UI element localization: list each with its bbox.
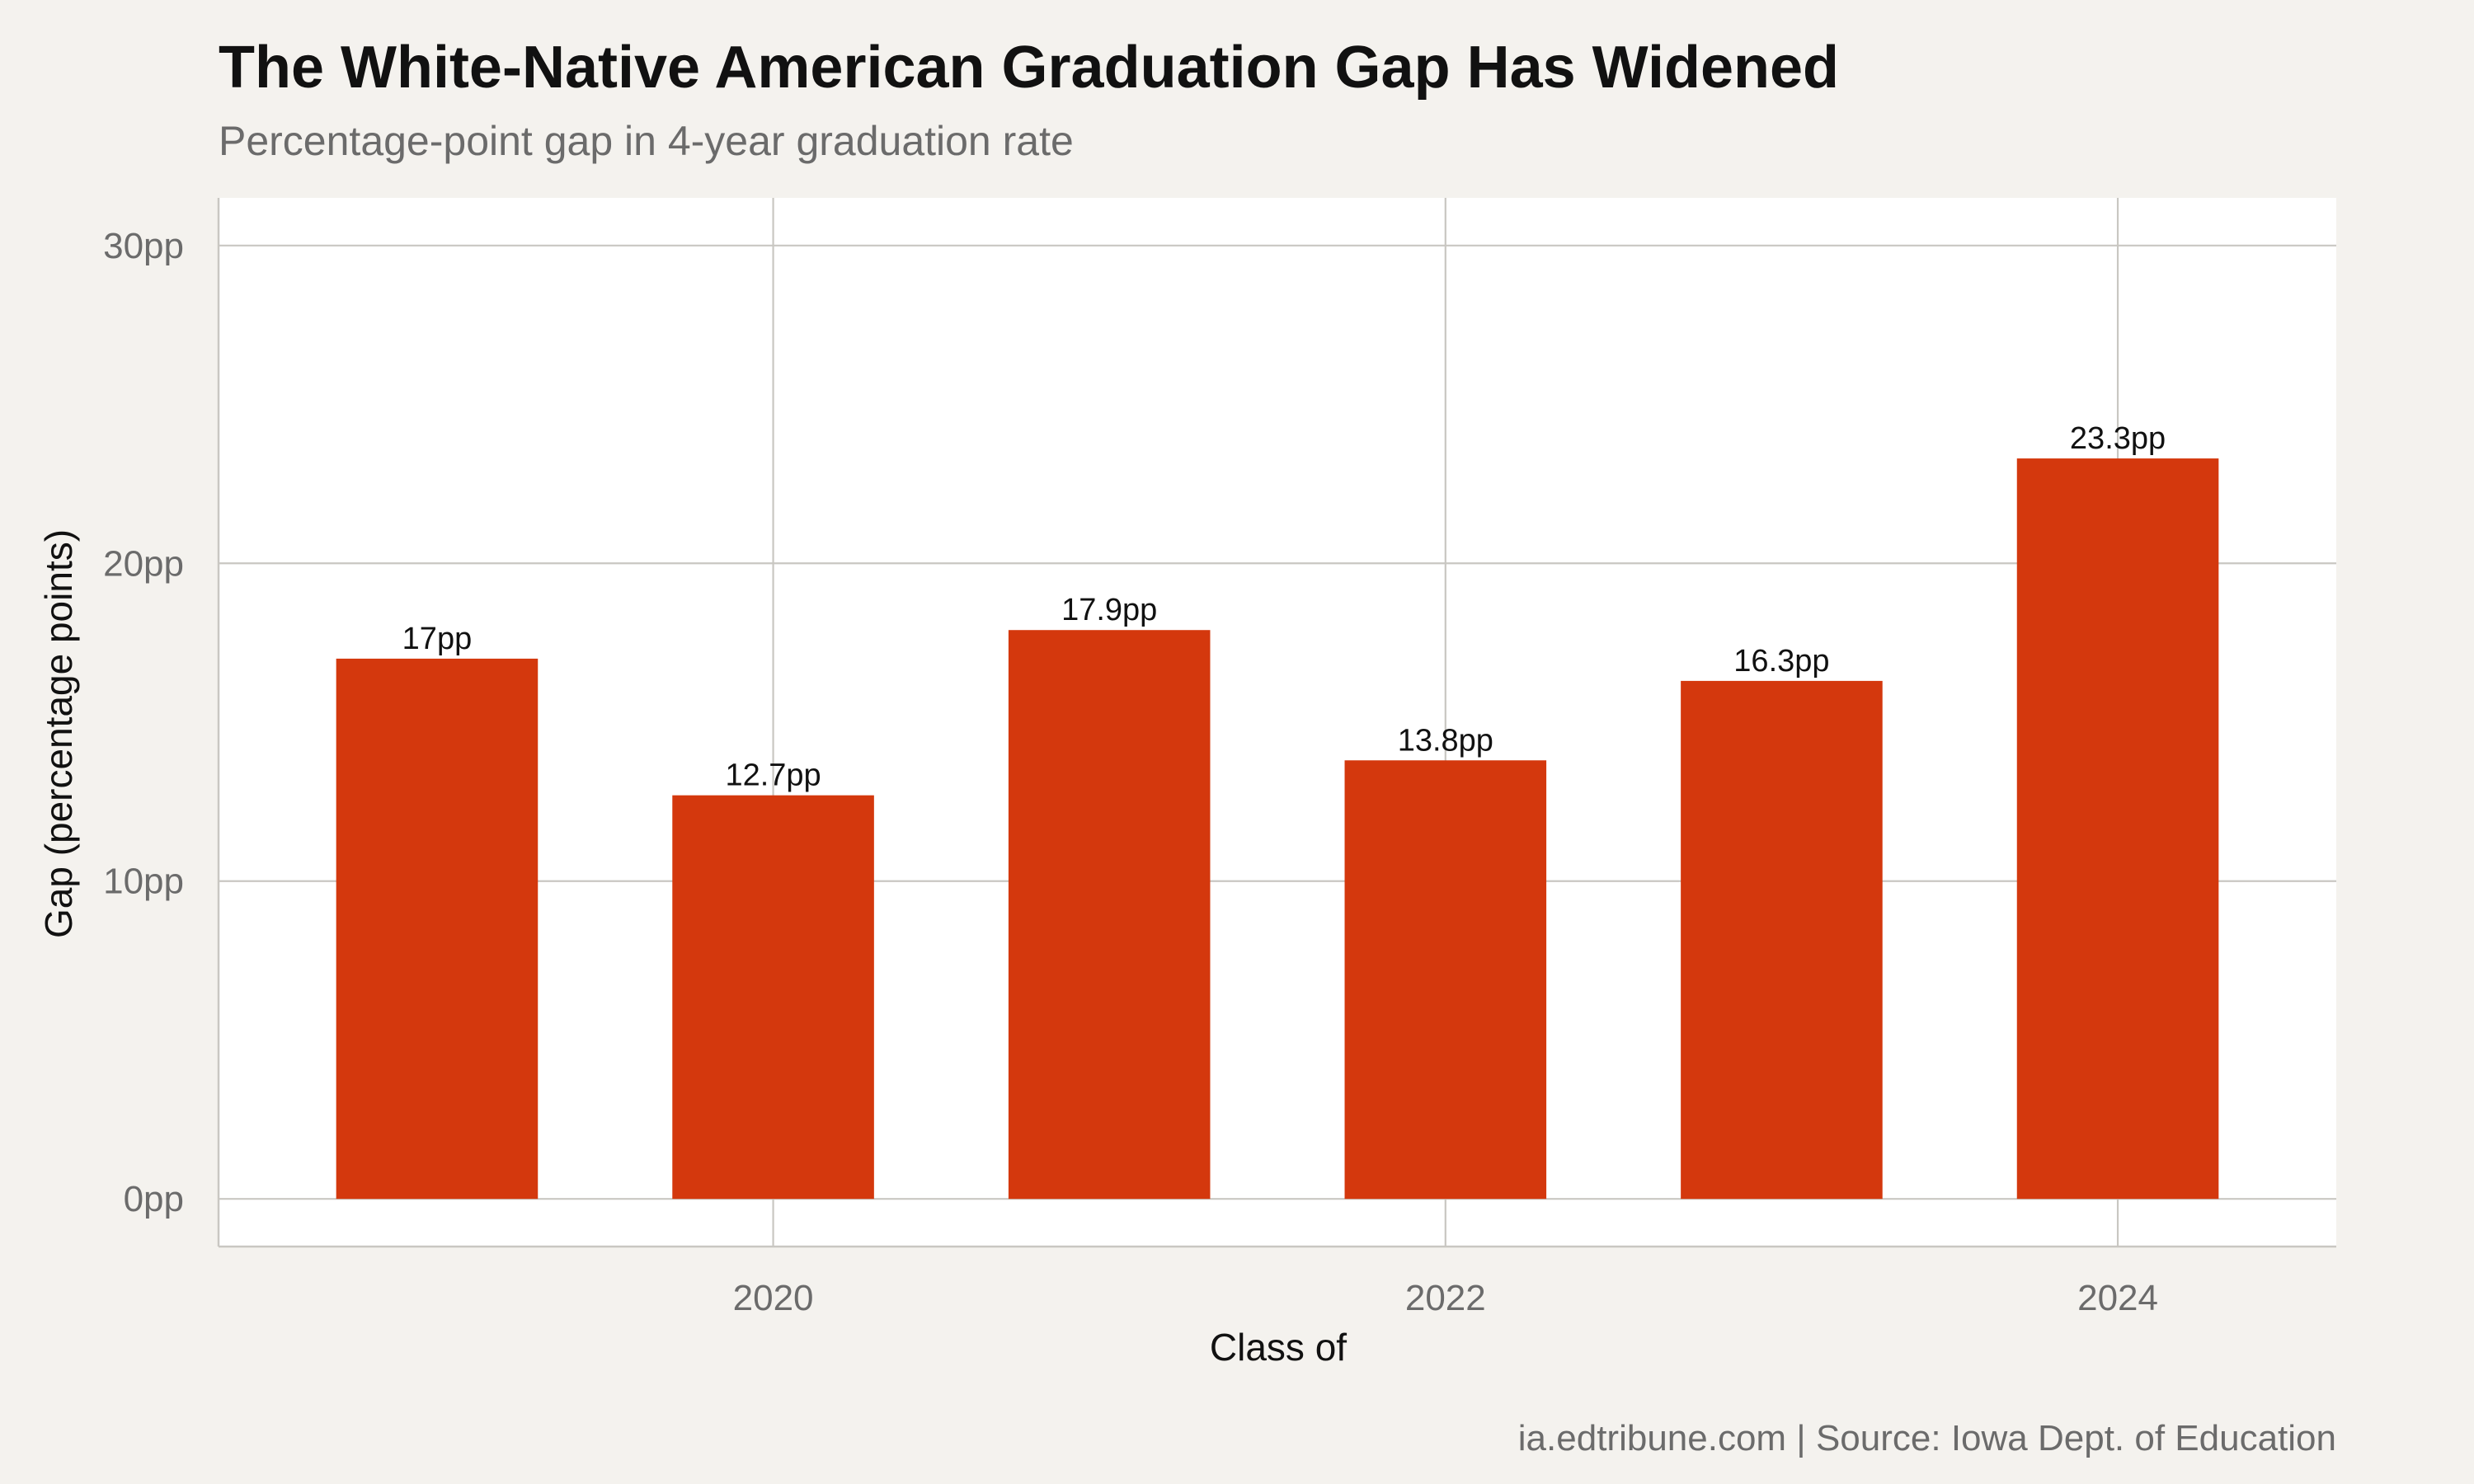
value-label-2022: 13.8pp (1398, 723, 1493, 758)
chart-caption: ia.edtribune.com | Source: Iowa Dept. of… (1518, 1418, 2336, 1458)
value-label-2024: 23.3pp (2070, 421, 2166, 456)
y-tick-labels: 0pp 10pp 20pp 30pp (103, 226, 184, 1219)
x-axis-title: Class of (1210, 1326, 1347, 1369)
value-label-2019: 17pp (402, 622, 473, 656)
x-tick-label: 2020 (733, 1278, 814, 1318)
y-axis-title: Gap (percentage points) (37, 529, 80, 938)
bar-2023 (1681, 680, 1883, 1200)
y-tick-label: 10pp (103, 862, 184, 902)
y-tick-label: 0pp (124, 1179, 184, 1219)
value-label-2021: 17.9pp (1061, 593, 1157, 627)
x-tick-labels: 2020 2022 2024 (733, 1278, 2158, 1318)
x-tick-label: 2024 (2077, 1278, 2158, 1318)
bar-2020 (672, 795, 874, 1200)
value-label-2023: 16.3pp (1733, 644, 1829, 679)
bar-2022 (1344, 760, 1547, 1200)
y-tick-label: 30pp (103, 226, 184, 266)
bar-2021 (1008, 630, 1211, 1200)
bar-2019 (336, 658, 539, 1200)
x-tick-label: 2022 (1405, 1278, 1486, 1318)
y-tick-label: 20pp (103, 543, 184, 584)
plot-panel (219, 198, 2336, 1247)
chart-title: The White-Native American Graduation Gap… (219, 35, 1839, 101)
chart-subtitle: Percentage-point gap in 4-year graduatio… (219, 118, 1074, 164)
bars-layer (336, 458, 2219, 1200)
value-labels-layer: 17pp 12.7pp 17.9pp 13.8pp 16.3pp 23.3pp (402, 421, 2166, 793)
value-label-2020: 12.7pp (725, 758, 821, 793)
bar-2024 (2016, 458, 2219, 1200)
